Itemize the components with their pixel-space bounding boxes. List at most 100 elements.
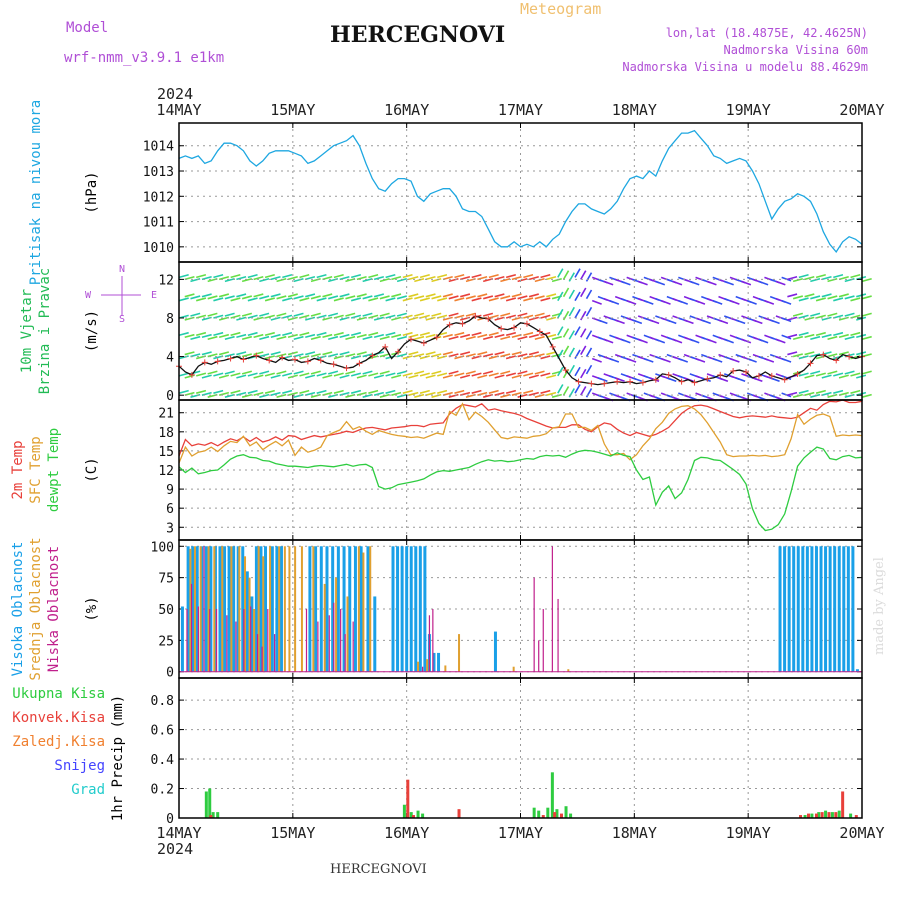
bar-clouds-0	[254, 546, 258, 672]
wind-barb	[218, 333, 230, 339]
wind-barb	[534, 312, 545, 317]
wind-barb	[505, 274, 517, 279]
wind-barb	[632, 377, 643, 383]
bar-clouds-0	[319, 546, 323, 672]
wind-barb	[408, 316, 419, 321]
wind-barb	[305, 374, 316, 379]
bar-clouds-2	[340, 609, 342, 672]
bar-precip-1	[799, 815, 803, 818]
wind-speed-marker	[214, 358, 221, 365]
wind-barb	[350, 372, 362, 377]
bar-clouds-1	[294, 546, 297, 672]
wind-barb	[236, 316, 247, 321]
wind-speed-marker	[446, 321, 453, 328]
y-tick-label: 1012	[143, 190, 174, 205]
wind-barb	[833, 372, 844, 377]
wind-barb	[385, 314, 396, 319]
bar-clouds-0	[855, 669, 859, 672]
wind-barb	[236, 333, 247, 339]
wind-barb	[236, 374, 247, 379]
wind-barb	[477, 333, 488, 339]
wind-barb	[350, 331, 362, 337]
wind-barb	[741, 280, 752, 286]
wind-barb	[230, 372, 241, 377]
wind-barb	[408, 333, 419, 339]
bar-clouds-1	[458, 634, 461, 672]
wind-barb	[178, 331, 189, 337]
bar-clouds-1	[288, 546, 291, 672]
wind-barb	[247, 314, 258, 319]
wind-barb	[218, 374, 230, 379]
wind-barb	[362, 278, 373, 283]
bar-clouds-0	[828, 546, 832, 672]
bar-clouds-2	[538, 640, 540, 672]
wind-barb	[408, 351, 419, 356]
bar-clouds-0	[348, 546, 352, 672]
wind-barb	[396, 353, 407, 358]
wind-speed-marker	[755, 372, 762, 379]
wind-barb	[396, 312, 407, 317]
wind-speed-marker	[781, 376, 788, 383]
wind-barb	[546, 333, 557, 339]
bar-precip-0	[564, 806, 568, 818]
wind-speed-marker	[730, 368, 737, 375]
station-title: HERCEGNOVI	[330, 22, 506, 48]
meteogram-title: Meteogram	[520, 0, 602, 18]
wind-barb	[345, 295, 356, 300]
bar-precip-0	[849, 813, 853, 818]
wind-barb	[540, 389, 551, 394]
wind-barb	[494, 351, 505, 356]
wind-barb	[620, 280, 631, 286]
wind-barb	[259, 393, 270, 398]
bar-clouds-1	[213, 546, 216, 672]
wind-barb	[299, 389, 310, 394]
wind-barb	[787, 293, 798, 298]
wind-barb	[368, 355, 379, 360]
bar-precip-1	[806, 813, 810, 818]
wind-barb	[775, 280, 786, 286]
bar-clouds-2	[256, 634, 259, 672]
wind-speed-marker	[330, 361, 337, 368]
wind-barb	[861, 335, 872, 341]
wind-barb	[190, 335, 201, 341]
wind-barb	[500, 312, 511, 317]
wind-barb	[460, 374, 471, 379]
wind-barb	[804, 351, 815, 356]
wind-barb	[815, 274, 826, 279]
wind-barb	[448, 312, 459, 317]
wind-speed-marker	[743, 369, 750, 376]
wind-barb	[402, 331, 413, 337]
bar-precip-0	[810, 813, 814, 818]
panel-clouds: 0 25 50 75 100 Visoka Oblacnost Srednja Oblacn…	[10, 537, 863, 681]
wind-speed-marker	[253, 352, 260, 359]
wind-barb	[712, 357, 723, 363]
wind-barb	[310, 295, 321, 300]
bar-clouds-0	[236, 546, 240, 672]
wind-speed-marker	[562, 367, 569, 374]
wind-barb	[523, 389, 534, 394]
y-tick-label: 0	[166, 666, 174, 681]
wind-barb	[184, 293, 195, 298]
wind-barb	[517, 312, 528, 317]
top-date-label: 14MAY	[156, 101, 201, 119]
wind-speed-marker	[369, 352, 376, 359]
wind-speed-marker	[717, 371, 724, 378]
wind-barb	[517, 393, 528, 398]
bar-precip-1	[457, 809, 461, 818]
wind-barb	[373, 316, 385, 321]
wind-barb	[568, 347, 575, 357]
bar-clouds-1	[244, 556, 247, 672]
bar-precip-1	[841, 791, 845, 818]
wind-barb	[689, 338, 700, 344]
wind-speed-marker	[317, 357, 324, 364]
wind-barb	[746, 357, 757, 363]
wind-barb	[850, 331, 861, 337]
y-tick-label: 12	[158, 273, 174, 288]
wind-barb	[517, 335, 528, 341]
wind-barb	[861, 393, 872, 398]
bar-clouds-0	[232, 546, 236, 672]
wind-barb	[425, 391, 436, 396]
wind-barb	[425, 333, 436, 339]
wind-speed-marker	[523, 320, 530, 327]
wind-barb	[184, 333, 195, 339]
